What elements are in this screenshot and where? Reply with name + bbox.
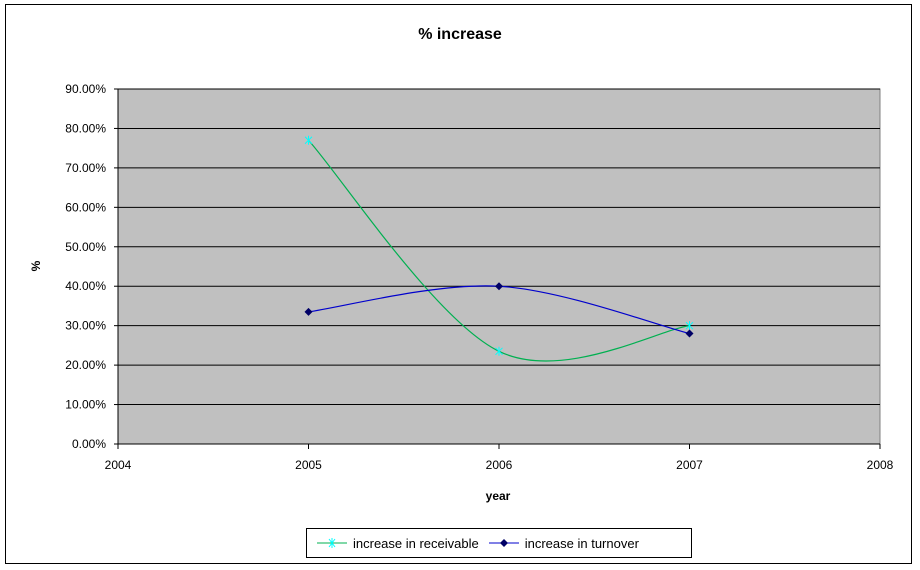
- legend-item-receivable: increase in receivable: [315, 536, 479, 551]
- y-tick-label: 10.00%: [65, 398, 106, 412]
- grid-lines: [118, 88, 880, 406]
- y-tick-label: 40.00%: [65, 279, 106, 293]
- legend: increase in receivable increase in turno…: [306, 528, 692, 558]
- data-point-marker: [304, 135, 313, 145]
- y-tick-label: 30.00%: [65, 319, 106, 333]
- data-point-marker: [495, 346, 503, 356]
- data-point-marker: [685, 321, 694, 331]
- y-tick-label: 0.00%: [72, 437, 106, 451]
- x-axis-ticks: 2004 2005 2006 2007 2008: [105, 443, 894, 472]
- legend-item-turnover: increase in turnover: [487, 536, 639, 551]
- y-tick-label: 20.00%: [65, 358, 106, 372]
- data-point-marker: [495, 282, 503, 291]
- legend-label-receivable: increase in receivable: [353, 535, 479, 551]
- data-point-marker: [685, 329, 694, 338]
- x-tick-label: 2005: [295, 458, 322, 472]
- y-tick-label: 60.00%: [65, 200, 106, 214]
- plot-area: [117, 88, 881, 445]
- x-axis-title: year: [486, 489, 511, 503]
- series-line-0: [308, 139, 690, 362]
- x-tick-label: 2007: [676, 458, 703, 472]
- series-layer: [304, 135, 694, 362]
- x-tick-label: 2008: [867, 458, 894, 472]
- y-axis-ticks: 0.00% 10.00% 20.00% 30.00% 40.00% 50.00% 60.00…: [65, 82, 119, 451]
- data-point-marker: [304, 307, 313, 316]
- y-tick-label: 70.00%: [65, 161, 106, 175]
- legend-receivable-line-icon: [317, 538, 347, 548]
- legend-label-turnover: increase in turnover: [524, 535, 639, 551]
- y-axis-title: %: [29, 260, 43, 271]
- x-tick-label: 2004: [105, 458, 132, 472]
- chart-title: % increase: [418, 26, 502, 43]
- x-tick-label: 2006: [486, 458, 513, 472]
- y-tick-label: 50.00%: [65, 240, 106, 254]
- legend-turnover-line-icon: [488, 539, 519, 547]
- y-tick-label: 80.00%: [65, 121, 106, 135]
- y-tick-label: 90.00%: [65, 82, 106, 96]
